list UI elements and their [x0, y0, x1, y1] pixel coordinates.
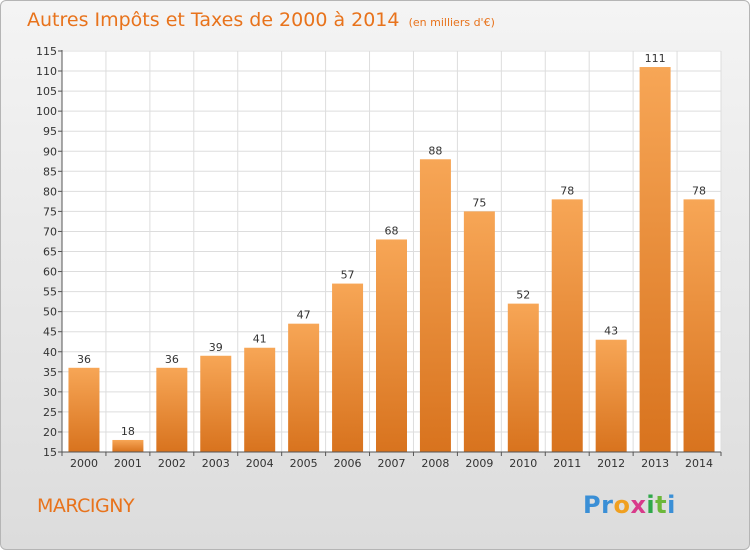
x-tick-label: 2011 [553, 457, 581, 470]
y-tick-label: 110 [36, 65, 57, 78]
bar-value-label: 78 [692, 184, 706, 197]
x-tick-label: 2003 [202, 457, 230, 470]
y-tick-label: 25 [43, 406, 57, 419]
y-tick-label: 35 [43, 366, 57, 379]
commune-name: MARCIGNY [37, 495, 135, 517]
y-tick-label: 65 [43, 246, 57, 259]
axes: 15 20 25 30 35 40 45 50 55 60 65 70 75 80 85 90 95 100 105… [36, 45, 722, 470]
bar [200, 355, 232, 452]
y-tick-label: 100 [36, 105, 57, 118]
bar [332, 283, 364, 452]
bar-value-label: 18 [121, 425, 135, 438]
x-tick-label: 2001 [114, 457, 142, 470]
bar-value-label: 52 [516, 289, 530, 302]
y-tick-label: 80 [43, 185, 57, 198]
x-tick-label: 2002 [158, 457, 186, 470]
x-tick-label: 2006 [334, 457, 362, 470]
x-tick-label: 2008 [421, 457, 449, 470]
y-tick-label: 45 [43, 326, 57, 339]
y-tick-label: 85 [43, 165, 57, 178]
bar [507, 303, 539, 452]
logo-letter: t [655, 491, 668, 519]
bar-value-label: 88 [428, 144, 442, 157]
x-tick-label: 2009 [465, 457, 493, 470]
bar [288, 323, 320, 452]
y-tick-label: 15 [43, 446, 57, 459]
x-tick-label: 2010 [509, 457, 537, 470]
y-tick-label: 30 [43, 386, 57, 399]
y-tick-label: 95 [43, 125, 57, 138]
chart-subtitle: (en milliers d'€) [408, 16, 495, 29]
x-tick-label: 2000 [70, 457, 98, 470]
bar-value-label: 43 [604, 325, 618, 338]
logo-letter: x [630, 491, 647, 519]
y-tick-label: 60 [43, 266, 57, 279]
logo-letter: P [583, 491, 602, 519]
x-tick-label: 2004 [246, 457, 274, 470]
bar [112, 439, 144, 452]
logo-letter: i [667, 491, 676, 519]
y-tick-label: 90 [43, 145, 57, 158]
bar [68, 367, 100, 452]
chart-title-block: Autres Impôts et Taxes de 2000 à 2014 (e… [27, 9, 495, 31]
bar-value-label: 111 [645, 52, 666, 65]
bar-value-label: 47 [297, 309, 311, 322]
x-tick-label: 2014 [685, 457, 713, 470]
bar [463, 211, 495, 452]
x-tick-label: 2007 [378, 457, 406, 470]
bars: 36 18 36 39 41 47 57 68 88 75 52 78 43 111 78 [68, 52, 715, 452]
y-tick-label: 115 [36, 45, 57, 58]
bar-value-label: 75 [472, 196, 486, 209]
x-tick-label: 2013 [641, 457, 669, 470]
bar [244, 347, 276, 452]
bar [639, 67, 671, 452]
logo-letter: i [646, 491, 656, 519]
x-tick-label: 2005 [290, 457, 318, 470]
logo-letter: r [601, 491, 614, 519]
bar-value-label: 36 [77, 353, 91, 366]
y-tick-label: 105 [36, 85, 57, 98]
bar [595, 339, 627, 452]
bar [376, 239, 407, 452]
y-tick-label: 40 [43, 346, 57, 359]
bar-value-label: 41 [253, 333, 267, 346]
x-tick-label: 2012 [597, 457, 625, 470]
proxiti-logo: Proxiti [583, 491, 676, 519]
chart-title: Autres Impôts et Taxes de 2000 à 2014 [27, 9, 400, 31]
bar [156, 367, 188, 452]
y-tick-label: 75 [43, 205, 57, 218]
y-tick-label: 70 [43, 225, 57, 238]
bar-value-label: 36 [165, 353, 179, 366]
y-tick-label: 55 [43, 286, 57, 299]
bar [683, 199, 715, 452]
y-tick-label: 20 [43, 426, 57, 439]
bar-value-label: 57 [341, 269, 355, 282]
bar-value-label: 78 [560, 184, 574, 197]
bar [551, 199, 583, 452]
y-tick-label: 50 [43, 306, 57, 319]
bar [419, 159, 451, 452]
bar-value-label: 39 [209, 341, 223, 354]
bar-value-label: 68 [385, 224, 399, 237]
logo-letter: o [613, 491, 631, 519]
